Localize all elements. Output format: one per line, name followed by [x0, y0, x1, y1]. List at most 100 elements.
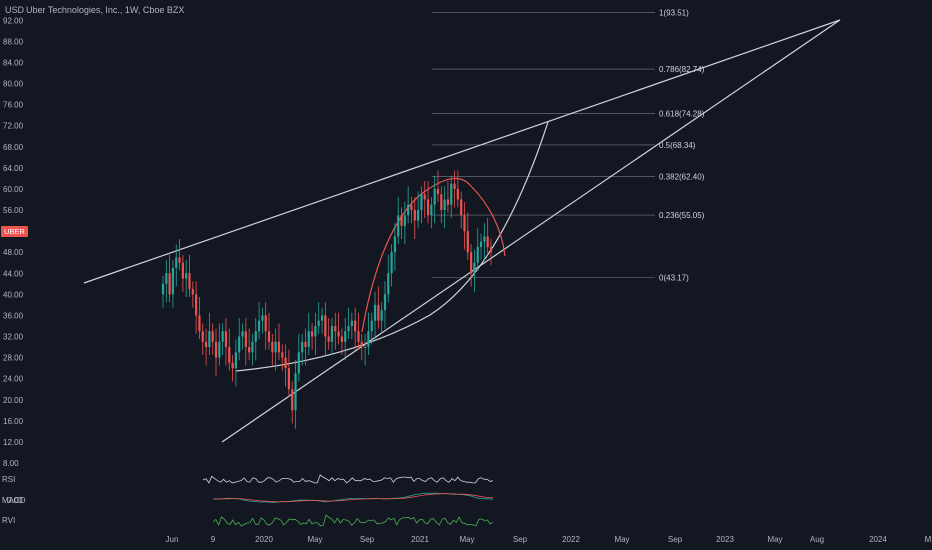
candle-body [483, 236, 486, 242]
candle-body [337, 331, 340, 337]
candle-body [473, 262, 476, 274]
y-tick-label: 72.00 [3, 122, 24, 131]
candle-body [195, 294, 198, 316]
candle-body [241, 331, 244, 337]
candle-body [324, 315, 327, 337]
candle-body [460, 199, 463, 216]
lower-trendline[interactable] [221, 19, 841, 443]
candle-body [284, 357, 287, 369]
y-tick-label: 88.00 [3, 37, 24, 46]
candle-body [175, 257, 178, 268]
candle-body [244, 331, 247, 348]
rvi-label: RVI [2, 516, 16, 525]
candle-body [310, 331, 314, 337]
candle-body [261, 315, 264, 321]
candle-body [291, 389, 294, 411]
candle-body [413, 210, 416, 221]
fibonacci-retracement[interactable]: 1(93.51) 0.786(82.74) 0.618(74.28) 0.5(68.3… [432, 8, 705, 283]
candle-body [377, 304, 380, 321]
candle-body [347, 325, 350, 332]
candle-body [221, 331, 224, 342]
candle-body [380, 310, 383, 321]
candle-body [208, 331, 211, 348]
candle-body [357, 331, 360, 342]
candle-body [453, 183, 456, 189]
candle-body [264, 315, 267, 332]
fib-level-label: 0.618(74.28) [659, 110, 705, 119]
y-tick-label: 92.00 [3, 16, 24, 25]
candle-body [267, 331, 271, 342]
candle-body [486, 236, 489, 247]
candle-body [334, 325, 337, 332]
candle-body [423, 194, 426, 200]
candle-body [214, 341, 218, 358]
y-tick-label: 68.00 [3, 143, 24, 152]
candle-body [463, 215, 466, 232]
candle-body [420, 194, 423, 211]
x-tick-label: M [925, 535, 932, 544]
candle-body [238, 336, 241, 353]
candle-body [403, 215, 406, 226]
candle-body [271, 341, 274, 353]
y-tick-label: 36.00 [3, 311, 24, 320]
candle-body [393, 236, 397, 253]
candle-body [307, 331, 310, 348]
candle-body [450, 183, 453, 205]
rsi-label: RSI [2, 475, 16, 484]
candle-body [248, 347, 251, 353]
candle-body [201, 331, 204, 342]
candle-body [297, 352, 300, 374]
candle-body [218, 341, 221, 358]
x-tick-label: 2021 [411, 535, 429, 544]
y-tick-label: 80.00 [3, 80, 24, 89]
candle-body [178, 257, 181, 263]
candle-body [489, 246, 493, 253]
candle-body [224, 331, 228, 348]
x-tick-label: Sep [668, 535, 683, 544]
candle-body [330, 325, 334, 342]
x-tick-label: 2022 [562, 535, 580, 544]
y-tick-label: 64.00 [3, 164, 24, 173]
candle-body [228, 347, 231, 363]
candle-body [314, 325, 317, 337]
candle-body [476, 246, 479, 263]
fib-level-label: 0.382(62.40) [659, 172, 705, 181]
x-tick-label: 2023 [716, 535, 734, 544]
candle-body [254, 331, 257, 342]
candle-body [344, 331, 347, 342]
price-tag-badge: UBER [1, 226, 28, 237]
upper-trendline[interactable] [83, 19, 841, 284]
candle-body [301, 341, 304, 353]
candle-body [426, 199, 430, 216]
candle-body [456, 188, 459, 200]
candle-body [257, 320, 261, 332]
candle-body [287, 368, 290, 390]
fib-level-label: 0.236(55.05) [659, 211, 705, 220]
trend-drawings[interactable] [83, 19, 841, 443]
symbol-title[interactable]: Uber Technologies, Inc., 1W, Cboe BZX [26, 5, 185, 15]
candle-body [277, 341, 281, 353]
currency-label: USD [5, 5, 25, 15]
candle-body [430, 204, 433, 216]
candle-body [281, 352, 284, 358]
candle-body [470, 252, 473, 274]
parabolic-curve[interactable] [235, 121, 549, 372]
candle-body [364, 347, 367, 349]
rsi-line [202, 474, 494, 484]
x-tick-label: May [307, 535, 322, 544]
x-tick-label: Aug [810, 535, 824, 544]
fib-level-label: 0.5(68.34) [659, 141, 696, 150]
candle-body [231, 362, 234, 369]
y-tick-label: 56.00 [3, 206, 24, 215]
time-axis[interactable]: Jun 9 2020 May Sep 2021 May Sep 2022 May Sep 2023 Ma… [166, 535, 932, 544]
macd-pane: 0.00 [7, 492, 494, 505]
rounding-top-arc[interactable] [361, 177, 506, 333]
candle-body [417, 210, 420, 221]
y-tick-label: 12.00 [3, 438, 24, 447]
candle-body [479, 241, 483, 247]
chart-header: USD Uber Technologies, Inc., 1W, Cboe BZ… [0, 0, 932, 20]
fib-level-label: 0.786(82.74) [659, 65, 705, 74]
candle-body [443, 199, 446, 211]
y-tick-label: 20.00 [3, 396, 24, 405]
